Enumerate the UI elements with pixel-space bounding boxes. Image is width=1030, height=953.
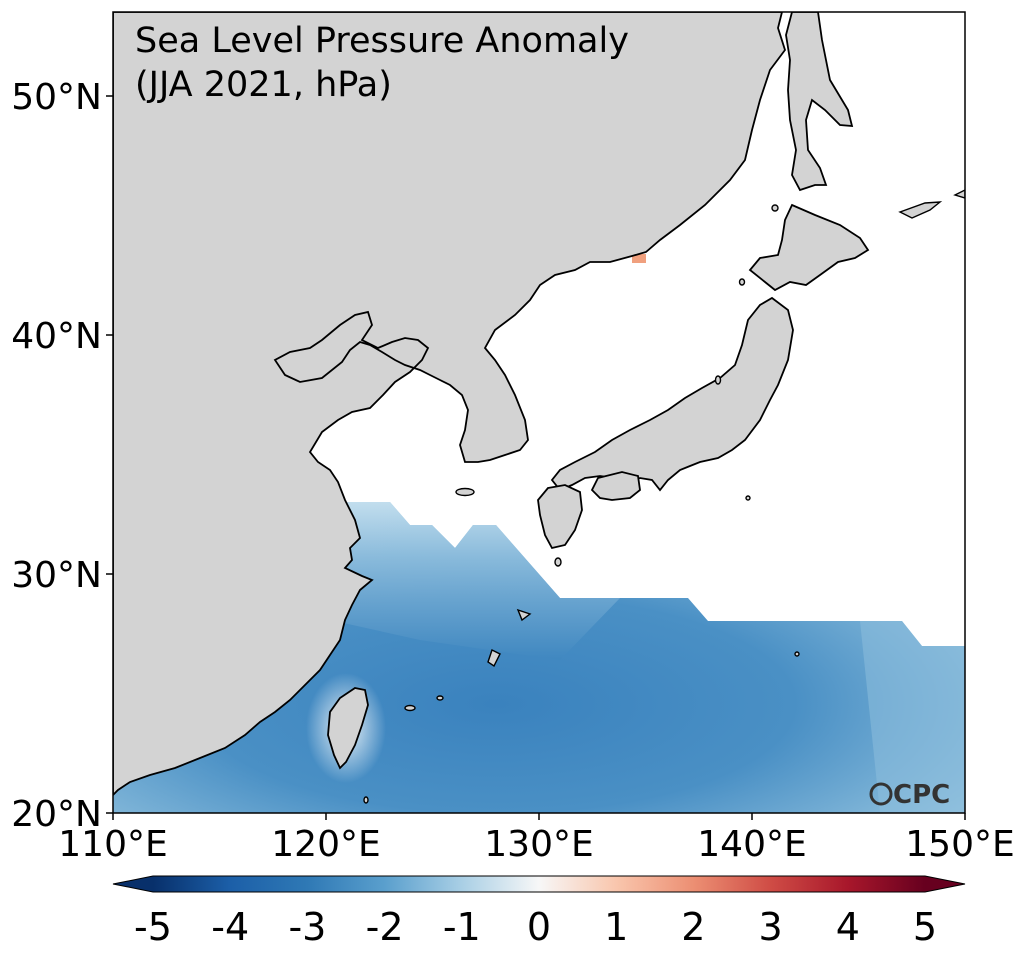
colorbar-tick-label: -1 [443, 905, 481, 949]
cpc-logo-text: CPC [893, 780, 950, 810]
lat-axis: 20°N 30°N 40°N 50°N [11, 77, 113, 835]
small-islands [363, 189, 965, 804]
asian-mainland [113, 12, 786, 797]
colorbar-tick-label: -4 [211, 905, 249, 949]
hokkaido-island [748, 203, 870, 292]
colorbar-extend-high [925, 876, 965, 892]
colorbar-tick-label: -3 [288, 905, 326, 949]
colorbar-tick-label: 1 [604, 905, 628, 949]
positive-anomaly-patch [632, 254, 646, 263]
taiwan-island [327, 687, 369, 770]
lat-tick-label: 40°N [11, 316, 102, 357]
lon-axis: 110°E 120°E 130°E 140°E 150°E [58, 813, 1015, 865]
colorbar-tick-label: 3 [759, 905, 783, 949]
lat-tick-label: 30°N [11, 555, 102, 596]
colorbar-tick-label: -5 [134, 905, 172, 949]
colorbar-tick-label: -2 [366, 905, 404, 949]
colorbar-outline [112, 875, 966, 893]
anomaly-field-north [330, 502, 620, 660]
map-title-line1: Sea Level Pressure Anomaly [135, 21, 629, 61]
colorbar-tick-label: 2 [681, 905, 705, 949]
colorbar-extend-low [113, 876, 153, 892]
lon-tick-label: 110°E [58, 824, 167, 865]
lon-tick-label: 140°E [697, 824, 806, 865]
colorbar-ramp [153, 876, 925, 892]
lon-tick-label: 120°E [271, 824, 380, 865]
lat-tick-label: 20°N [11, 794, 102, 835]
colorbar: -5 -4 -3 -2 -1 0 1 2 3 4 5 [112, 875, 966, 949]
anomaly-field-east [860, 621, 965, 813]
colorbar-tick-label: 4 [836, 905, 860, 949]
colorbar-tick-label: 5 [913, 905, 937, 949]
lon-tick-label: 150°E [905, 824, 1014, 865]
lat-tick-label: 50°N [11, 77, 102, 118]
map-title-line2: (JJA 2021, hPa) [135, 65, 392, 105]
shikoku-island [590, 471, 641, 501]
sakhalin-island [785, 12, 854, 192]
kyushu-island [537, 484, 583, 550]
lon-tick-label: 130°E [484, 824, 593, 865]
colorbar-tick-label: 0 [527, 905, 551, 949]
cpc-logo: CPC [869, 780, 950, 810]
cpc-globe-icon [869, 782, 893, 806]
honshu-island [550, 296, 794, 492]
